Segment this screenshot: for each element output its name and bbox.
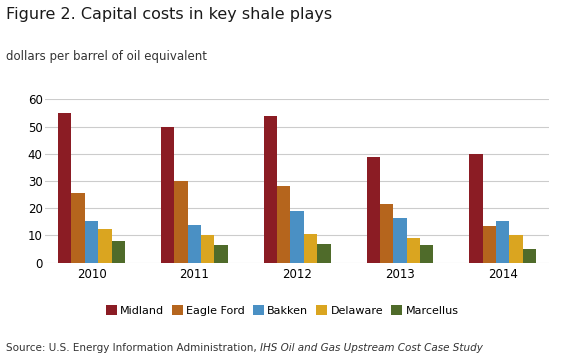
Bar [215,245,228,263]
Bar [71,193,85,263]
Bar [406,238,420,263]
Bar [188,225,201,263]
Bar [496,220,509,263]
Bar [469,154,483,263]
Bar [317,244,331,263]
Bar [58,113,71,263]
Bar [174,181,188,263]
Bar [367,157,380,263]
Text: Source: U.S. Energy Information Administration,: Source: U.S. Energy Information Administ… [6,343,260,353]
Text: Figure 2. Capital costs in key shale plays: Figure 2. Capital costs in key shale pla… [6,7,332,22]
Bar [85,220,98,263]
Bar [161,127,174,263]
Bar [483,226,496,263]
Bar [420,245,434,263]
Bar [290,211,304,263]
Bar [380,204,393,263]
Legend: Midland, Eagle Ford, Bakken, Delaware, Marcellus: Midland, Eagle Ford, Bakken, Delaware, M… [101,301,463,320]
Bar [304,234,317,263]
Bar [201,235,215,263]
Bar [393,218,406,263]
Bar [509,235,523,263]
Text: IHS Oil and Gas Upstream Cost Case Study: IHS Oil and Gas Upstream Cost Case Study [260,343,483,353]
Bar [523,249,536,263]
Bar [277,186,290,263]
Bar [264,116,277,263]
Bar [98,229,112,263]
Text: dollars per barrel of oil equivalent: dollars per barrel of oil equivalent [6,50,207,63]
Bar [112,241,125,263]
